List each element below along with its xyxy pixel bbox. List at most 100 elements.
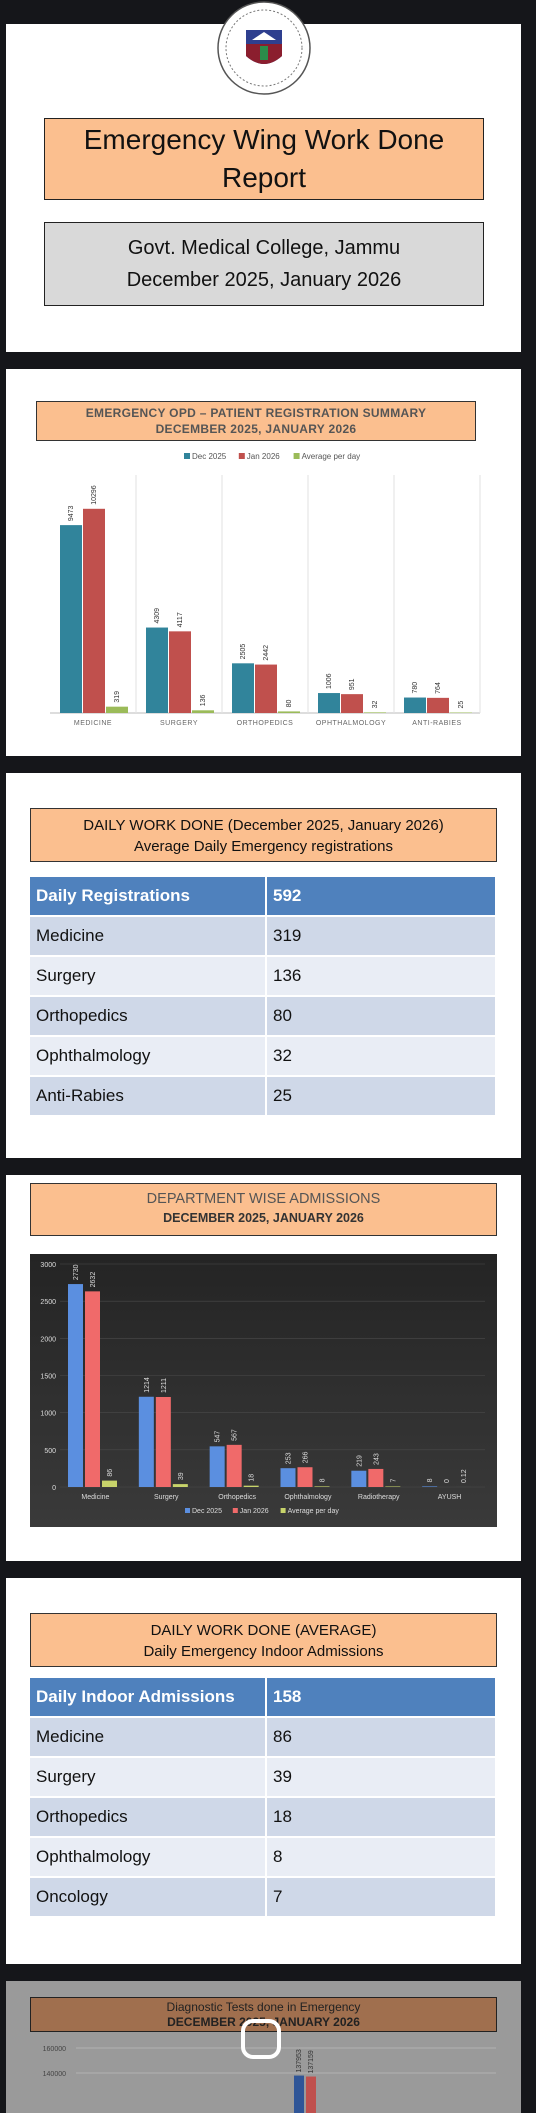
bar xyxy=(404,697,426,713)
bar xyxy=(341,694,363,713)
data-label: 18 xyxy=(249,1474,256,1482)
x-tick-label: ORTHOPEDICS xyxy=(237,720,294,727)
data-label: 0.12 xyxy=(461,1469,468,1483)
data-label: 86 xyxy=(107,1469,114,1477)
bar xyxy=(68,1284,83,1487)
data-label: 243 xyxy=(373,1453,380,1465)
y-tick-label: 500 xyxy=(44,1448,56,1455)
bar xyxy=(226,1444,242,1487)
daily-registrations-table: Daily Registrations 592 Medicine 319 Surge… xyxy=(30,877,497,1117)
data-label: 25 xyxy=(458,701,465,709)
daily-indoor-header-line2: Daily Emergency Indoor Admissions xyxy=(143,1643,384,1660)
data-label: 319 xyxy=(114,691,121,703)
data-label: 137953 xyxy=(296,2049,303,2072)
table-cell: Orthopedics xyxy=(30,1797,267,1838)
table-cell: 319 xyxy=(266,916,497,957)
bar xyxy=(85,1291,100,1487)
data-label: 136 xyxy=(200,695,207,707)
admissions-chart: 0 500 1000 1500 2000 2500 3000 Medicine 2730 2632… xyxy=(40,1262,485,1515)
home-button[interactable] xyxy=(241,2019,281,2059)
table-cell: 80 xyxy=(266,996,497,1037)
table-row: Medicine 319 xyxy=(30,916,497,957)
bar xyxy=(280,1468,296,1487)
bar xyxy=(102,1480,117,1487)
data-label: 8 xyxy=(427,1478,434,1482)
bar xyxy=(306,2076,316,2113)
diagnostics-chart-header: Diagnostic Tests done in Emergency DECEM… xyxy=(30,1997,497,2032)
table-cell: 7 xyxy=(266,1877,497,1918)
daily-registrations-header: DAILY WORK DONE (December 2025, January … xyxy=(30,808,497,862)
table-row: Medicine 86 xyxy=(30,1717,497,1758)
legend-swatch xyxy=(184,453,190,459)
data-label: 9473 xyxy=(68,505,75,521)
table-row: Oncology 7 xyxy=(30,1877,497,1918)
x-tick-label: MEDICINE xyxy=(74,720,112,727)
legend-label: Dec 2025 xyxy=(192,452,227,461)
legend-swatch xyxy=(280,1508,286,1513)
bar xyxy=(209,1446,225,1487)
daily-indoor-table: Daily Indoor Admissions 158 Medicine 86 Su… xyxy=(30,1678,497,1918)
x-tick-label: Radiotherapy xyxy=(358,1494,400,1501)
college-emblem-icon xyxy=(217,1,311,95)
bar xyxy=(146,627,168,713)
table-cell: 25 xyxy=(266,1076,497,1117)
table-row: Surgery 39 xyxy=(30,1757,497,1798)
data-label: 39 xyxy=(178,1472,185,1480)
data-label: 137159 xyxy=(308,2050,315,2073)
bar xyxy=(364,712,386,713)
bar xyxy=(172,1484,188,1487)
table-cell: 18 xyxy=(266,1797,497,1838)
data-label: 10296 xyxy=(91,485,98,505)
table-cell: Surgery xyxy=(30,956,267,997)
table-cell: 158 xyxy=(266,1678,497,1718)
legend-label: Average per day xyxy=(302,452,361,461)
y-tick-label: 140000 xyxy=(43,2071,66,2078)
data-label: 1006 xyxy=(326,673,333,689)
legend-swatch xyxy=(232,1508,238,1513)
bar xyxy=(155,1396,171,1487)
y-tick-label: 0 xyxy=(52,1485,56,1492)
x-tick-label: OPHTHALMOLOGY xyxy=(316,720,386,727)
table-cell: Ophthalmology xyxy=(30,1036,267,1077)
data-label: 2632 xyxy=(90,1272,97,1288)
table-cell: Surgery xyxy=(30,1757,267,1798)
table-cell: Medicine xyxy=(30,916,267,957)
diagnostics-header-line1: Diagnostic Tests done in Emergency xyxy=(166,2000,361,2014)
diagnostics-chart: 140000 160000 137953 137159 xyxy=(43,2046,496,2113)
table-cell: Anti-Rabies xyxy=(30,1076,267,1117)
data-label: 2442 xyxy=(263,645,270,661)
y-tick-label: 1000 xyxy=(40,1411,56,1418)
x-tick-label: Surgery xyxy=(154,1494,179,1501)
data-label: 764 xyxy=(435,682,442,694)
table-cell: Ophthalmology xyxy=(30,1837,267,1878)
data-label: 219 xyxy=(356,1455,363,1467)
opd-registration-chart: Dec 2025 Jan 2026 Average per day MEDICINE 9… xyxy=(50,452,481,727)
x-tick-label: SURGERY xyxy=(160,720,198,727)
bar xyxy=(60,525,82,713)
admissions-chart-area: 0 500 1000 1500 2000 2500 3000 Medicine 2730 2632… xyxy=(30,1254,497,1527)
bar xyxy=(243,1485,259,1487)
data-label: 547 xyxy=(215,1431,222,1443)
data-label: 80 xyxy=(286,700,293,708)
admissions-chart-header: DEPARTMENT WISE ADMISSIONS DECEMBER 2025… xyxy=(30,1183,497,1236)
table-header-row: Daily Registrations 592 xyxy=(30,877,497,917)
table-cell: 136 xyxy=(266,956,497,997)
table-cell: 592 xyxy=(266,877,497,917)
table-cell: 8 xyxy=(266,1837,497,1878)
table-row: Anti-Rabies 25 xyxy=(30,1076,497,1117)
daily-reg-header-line2: Average Daily Emergency registrations xyxy=(133,838,393,855)
data-label: 266 xyxy=(303,1451,310,1463)
table-cell: Orthopedics xyxy=(30,996,267,1037)
bar xyxy=(385,1486,401,1487)
table-cell: 32 xyxy=(266,1036,497,1077)
table-row: Surgery 136 xyxy=(30,956,497,997)
legend-label: Average per day xyxy=(288,1508,340,1515)
opd-summary-slide: EMERGENCY OPD – PATIENT REGISTRATION SUM… xyxy=(6,369,521,756)
opd-header-line2: DECEMBER 2025, JANUARY 2026 xyxy=(155,422,357,436)
data-label: 951 xyxy=(349,678,356,690)
bar xyxy=(169,631,191,713)
y-tick-label: 2000 xyxy=(40,1336,56,1343)
bar xyxy=(278,711,300,713)
table-cell: 86 xyxy=(266,1717,497,1758)
x-tick-label: AYUSH xyxy=(438,1494,462,1501)
